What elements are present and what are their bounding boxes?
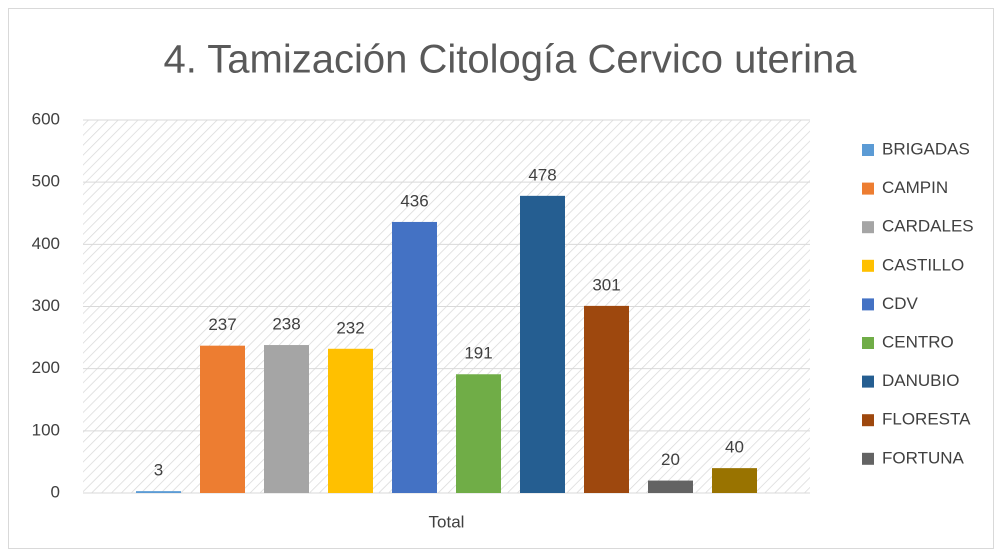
legend-label: DANUBIO [882,371,959,390]
bar [520,195,565,494]
legend-label: FLORESTA [882,410,971,429]
data-label: 237 [208,315,236,334]
legend-swatch [862,221,874,234]
y-tick-label: 100 [32,420,60,439]
chart-title: 4. Tamización Citología Cervico uterina [164,38,858,82]
legend-label: CAMPIN [882,178,948,197]
legend-swatch [862,414,874,427]
bar [136,491,181,493]
bar [328,348,373,493]
bar [200,345,245,493]
data-label: 191 [464,344,492,363]
legend-label: CDV [882,294,919,313]
legend-swatch [862,144,874,156]
data-label: 20 [661,450,680,469]
legend-label: BRIGADAS [882,139,970,158]
data-label: 238 [272,315,300,334]
legend-swatch [862,337,874,349]
legend-swatch [862,259,874,272]
legend-label: FORTUNA [882,448,965,467]
legend-swatch [862,298,874,311]
legend-swatch [862,182,874,195]
bar [648,480,693,493]
y-tick-label: 0 [51,482,60,501]
legend-label: CARDALES [882,217,974,236]
legend-swatch [862,375,874,388]
bar [392,221,437,493]
bar [456,374,501,493]
data-label: 232 [336,318,364,337]
y-tick-label: 200 [32,358,60,377]
bar [584,305,629,493]
y-tick-label: 600 [32,109,60,128]
bar [712,468,757,493]
x-tick-label: Total [429,512,465,531]
bar [264,345,309,493]
y-tick-label: 400 [32,234,60,253]
legend-label: CASTILLO [882,255,964,274]
y-tick-label: 500 [32,172,60,191]
data-label: 3 [154,461,163,480]
legend-swatch [862,452,874,465]
data-label: 301 [592,275,620,294]
y-tick-label: 300 [32,296,60,315]
legend-label: CENTRO [882,332,954,351]
data-label: 436 [400,191,428,210]
data-label: 478 [528,165,556,184]
data-label: 40 [725,438,744,457]
